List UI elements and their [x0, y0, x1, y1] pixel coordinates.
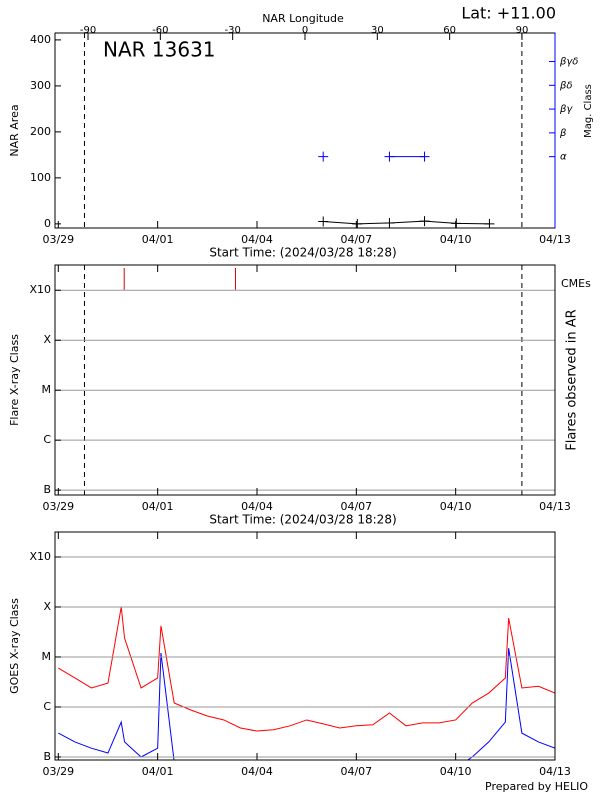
y2-axis-label: Flares observed in AR: [565, 309, 580, 450]
x-tick-label: 04/07: [340, 233, 372, 246]
y-tick-label: B: [43, 483, 51, 496]
point-marker: [352, 218, 363, 228]
panel-title: NAR 13631: [103, 38, 216, 62]
x2-axis-label: NAR Longitude: [262, 12, 344, 25]
x-tick-label: 03/29: [42, 765, 74, 778]
x-tick-label: 04/04: [241, 765, 273, 778]
plot-area: [83, 33, 523, 228]
y-tick-label: 0: [44, 217, 51, 230]
y-tick-label: M: [42, 650, 52, 663]
y2-tick-label: βγ: [559, 104, 573, 115]
y-tick-label: C: [43, 700, 51, 713]
cme-legend: CMEs: [561, 277, 591, 290]
y-tick-label: X: [43, 600, 51, 613]
x-tick-label: 04/01: [142, 233, 174, 246]
x-tick-label: 04/01: [142, 765, 174, 778]
y-tick-label: 200: [30, 125, 51, 138]
x-tick-label: 04/07: [340, 765, 372, 778]
x-tick-label: 03/29: [42, 233, 74, 246]
point-marker: [419, 216, 430, 227]
latitude-label: Lat: +11.00: [461, 4, 556, 23]
point-marker: [384, 217, 395, 228]
x-tick-label: 04/10: [440, 500, 472, 513]
y-tick-label: 400: [30, 33, 51, 46]
y-tick-label: 100: [30, 171, 51, 184]
y-tick-label: 300: [30, 79, 51, 92]
x-tick-label: 04/04: [241, 500, 273, 513]
x-axis-label: Start Time: (2024/03/28 18:28): [209, 246, 396, 260]
plot-frame: [54, 531, 556, 761]
y-tick-label: C: [43, 433, 51, 446]
point-marker: [318, 151, 329, 162]
series-line: [323, 220, 490, 225]
x-axis-label: Start Time: (2024/03/28 18:28): [209, 513, 396, 527]
x-tick-label: 04/13: [539, 500, 571, 513]
x-tick-label: 04/01: [142, 500, 174, 513]
x-tick-label: 04/10: [440, 233, 472, 246]
x2-tick-label: -60: [152, 25, 168, 36]
y-tick-label: X10: [29, 550, 51, 563]
point-marker: [484, 218, 495, 228]
y2-tick-label: β: [559, 128, 567, 139]
plot-area: [83, 265, 523, 495]
point-marker: [384, 151, 395, 162]
series-line: [58, 648, 555, 760]
y-axis-label: Flare X-ray Class: [8, 334, 21, 426]
y2-axis-label: Mag. Class: [583, 84, 594, 138]
x2-tick-label: 30: [371, 25, 384, 36]
x-tick-label: 04/13: [539, 765, 571, 778]
x-tick-label: 04/13: [539, 233, 571, 246]
y-tick-label: X10: [29, 283, 51, 296]
x-tick-label: 04/10: [440, 765, 472, 778]
x2-tick-label: -90: [80, 25, 96, 36]
x-tick-label: 04/04: [241, 233, 273, 246]
point-marker: [318, 216, 329, 227]
plot-area: [58, 606, 555, 760]
y-axis-label: NAR Area: [8, 104, 21, 156]
y-tick-label: M: [42, 383, 52, 396]
y-tick-label: B: [43, 750, 51, 763]
point-marker: [451, 218, 462, 228]
plot-frame: [54, 264, 556, 496]
y2-tick-label: βδ: [559, 80, 573, 91]
x2-tick-label: 90: [516, 25, 529, 36]
x2-tick-label: 0: [302, 25, 308, 36]
y2-tick-label: α: [560, 152, 567, 163]
series-line: [58, 606, 555, 732]
y2-tick-label: βγδ: [559, 57, 578, 68]
footer: Prepared by HELIO: [485, 780, 588, 793]
point-marker: [419, 151, 430, 162]
x2-tick-label: -30: [225, 25, 241, 36]
x-tick-label: 04/07: [340, 500, 372, 513]
x2-tick-label: 60: [443, 25, 456, 36]
x-tick-label: 03/29: [42, 500, 74, 513]
y-axis-label: GOES X-ray Class: [8, 598, 21, 694]
y-tick-label: X: [43, 333, 51, 346]
